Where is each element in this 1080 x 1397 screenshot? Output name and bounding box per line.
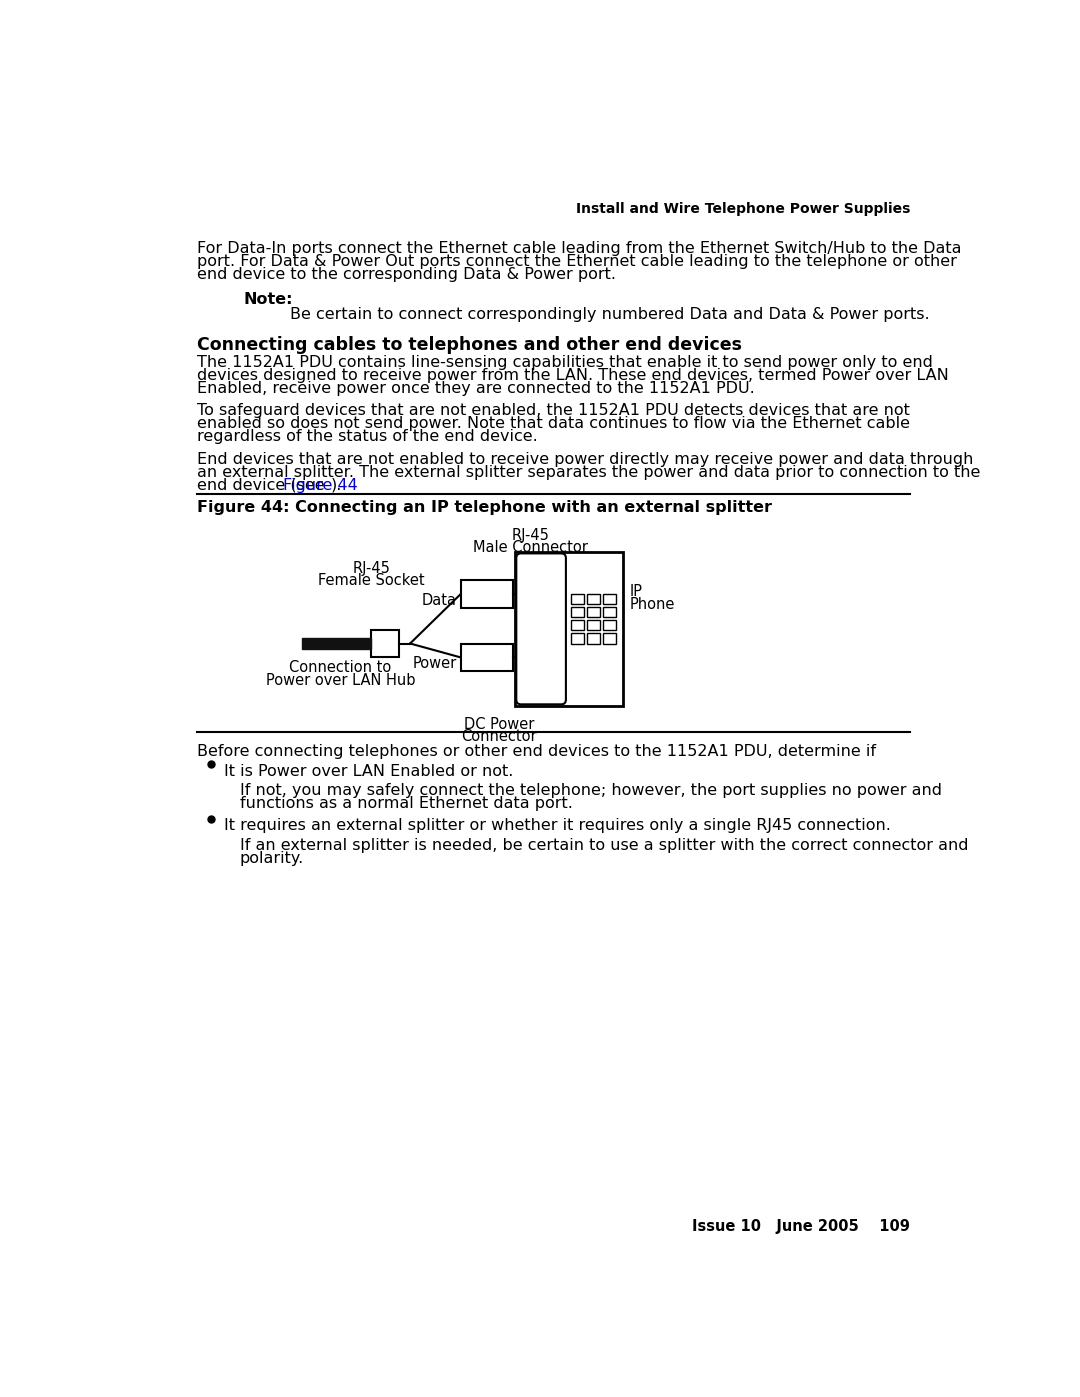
Text: Note:: Note: [243, 292, 293, 307]
Bar [570, 594, 583, 605]
Text: enabled so does not send power. Note that data continues to flow via the Etherne: enabled so does not send power. Note tha… [197, 416, 910, 432]
Text: functions as a normal Ethernet data port.: functions as a normal Ethernet data port… [240, 796, 572, 812]
Bar [515, 552, 623, 705]
Bar [460, 644, 513, 671]
Text: If an external splitter is needed, be certain to use a splitter with the correct: If an external splitter is needed, be ce… [240, 838, 968, 852]
Text: End devices that are not enabled to receive power directly may receive power and: End devices that are not enabled to rece… [197, 451, 973, 467]
Bar [586, 633, 600, 644]
Text: Phone: Phone [630, 597, 675, 612]
Text: Install and Wire Telephone Power Supplies: Install and Wire Telephone Power Supplie… [576, 201, 910, 215]
Text: Issue 10   June 2005    109: Issue 10 June 2005 109 [692, 1220, 910, 1235]
Text: Enabled, receive power once they are connected to the 1152A1 PDU.: Enabled, receive power once they are con… [197, 381, 755, 395]
Text: ).: ). [330, 478, 342, 493]
Bar [603, 608, 617, 617]
Text: Connecting cables to telephones and other end devices: Connecting cables to telephones and othe… [197, 335, 742, 353]
Text: Be certain to connect correspondingly numbered Data and Data & Power ports.: Be certain to connect correspondingly nu… [291, 307, 930, 323]
Text: If not, you may safely connect the telephone; however, the port supplies no powe: If not, you may safely connect the telep… [240, 782, 942, 798]
Bar [570, 608, 583, 617]
Text: Data: Data [421, 592, 457, 608]
Bar [603, 633, 617, 644]
Text: Before connecting telephones or other end devices to the 1152A1 PDU, determine i: Before connecting telephones or other en… [197, 745, 876, 760]
FancyBboxPatch shape [516, 553, 566, 704]
Text: The 1152A1 PDU contains line-sensing capabilities that enable it to send power o: The 1152A1 PDU contains line-sensing cap… [197, 355, 933, 370]
Text: Power: Power [413, 655, 457, 671]
Text: end device to the corresponding Data & Power port.: end device to the corresponding Data & P… [197, 267, 616, 282]
Text: polarity.: polarity. [240, 851, 303, 866]
Text: Connector: Connector [461, 729, 537, 745]
Bar [586, 620, 600, 630]
Text: RJ-45: RJ-45 [352, 562, 390, 576]
Text: end device (see: end device (see [197, 478, 329, 493]
Bar [586, 594, 600, 605]
Bar [570, 633, 583, 644]
Text: Figure 44: Connecting an IP telephone with an external splitter: Figure 44: Connecting an IP telephone wi… [197, 500, 772, 515]
Bar [603, 594, 617, 605]
Text: Figure 44: Figure 44 [283, 478, 357, 493]
Text: Male Connector: Male Connector [473, 539, 588, 555]
Text: For Data-In ports connect the Ethernet cable leading from the Ethernet Switch/Hu: For Data-In ports connect the Ethernet c… [197, 240, 961, 256]
Text: port. For Data & Power Out ports connect the Ethernet cable leading to the telep: port. For Data & Power Out ports connect… [197, 254, 957, 268]
Bar [460, 580, 513, 608]
Bar [570, 620, 583, 630]
Text: Connection to: Connection to [289, 661, 391, 675]
Text: DC Power: DC Power [464, 717, 535, 732]
Text: Female Socket: Female Socket [319, 573, 424, 588]
Text: Power over LAN Hub: Power over LAN Hub [266, 673, 415, 687]
Text: regardless of the status of the end device.: regardless of the status of the end devi… [197, 429, 538, 444]
Text: To safeguard devices that are not enabled, the 1152A1 PDU detects devices that a: To safeguard devices that are not enable… [197, 404, 909, 418]
Bar [603, 620, 617, 630]
Text: It is Power over LAN Enabled or not.: It is Power over LAN Enabled or not. [225, 764, 513, 778]
Text: an external splitter. The external splitter separates the power and data prior t: an external splitter. The external split… [197, 465, 981, 479]
Bar [372, 630, 399, 657]
Text: devices designed to receive power from the LAN. These end devices, termed Power : devices designed to receive power from t… [197, 367, 948, 383]
Bar [586, 608, 600, 617]
Text: RJ-45: RJ-45 [511, 528, 550, 543]
Text: It requires an external splitter or whether it requires only a single RJ45 conne: It requires an external splitter or whet… [225, 819, 891, 833]
Text: IP: IP [630, 584, 643, 599]
Bar [301, 638, 372, 648]
